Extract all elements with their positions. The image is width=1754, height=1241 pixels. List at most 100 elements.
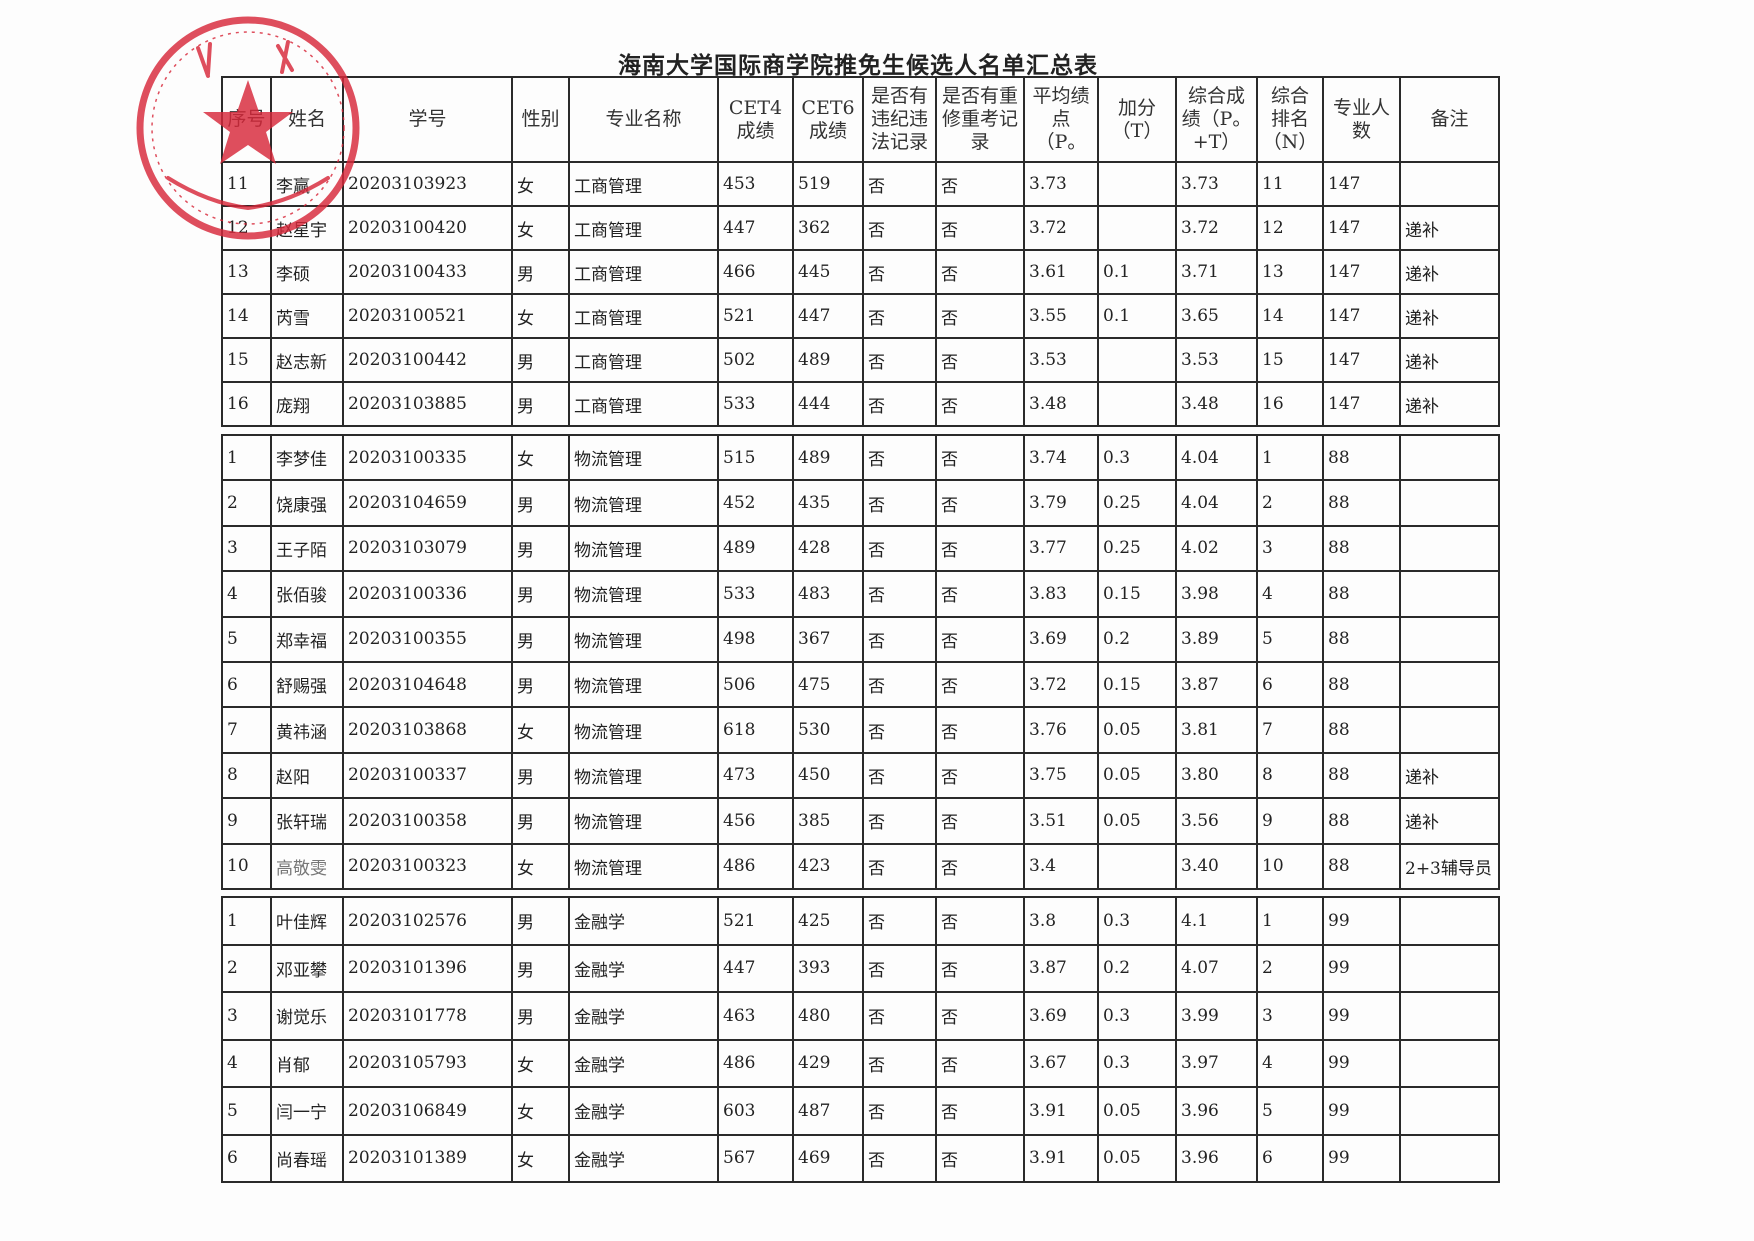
table-cell: 473	[717, 751, 794, 800]
table-cell: 453	[717, 161, 794, 207]
table-cell: 20203100355	[342, 615, 513, 663]
table-cell: 3.69	[1023, 615, 1099, 663]
table-cell: 3.74	[1023, 433, 1099, 482]
table-cell: 0.3	[1097, 991, 1177, 1041]
table-cell: 递补	[1399, 205, 1500, 251]
table-cell: 10	[221, 842, 272, 890]
table-cell: 447	[717, 943, 794, 993]
table-cell: 20203100420	[342, 205, 513, 251]
table-cell: 否	[862, 660, 937, 709]
column-header: 平均绩点（P。	[1023, 76, 1099, 163]
table-cell: 3.76	[1023, 706, 1099, 754]
table-cell: 女	[511, 1038, 570, 1088]
table-cell: 20203100433	[342, 249, 513, 295]
table-cell: 20203103885	[342, 381, 513, 427]
table-cell: 475	[792, 660, 864, 709]
table-cell: 物流管理	[568, 615, 719, 663]
table-row: 15 赵志新 20203100442 男工商管理 502 489 否否 3.53 3.53 15 1…	[221, 337, 1500, 383]
table-cell: 递补	[1399, 381, 1500, 427]
column-header: 是否有重修重考记录	[935, 76, 1025, 163]
table-cell: 3.83	[1023, 570, 1099, 618]
table-cell: 0.3	[1097, 896, 1177, 946]
table-cell: 男	[511, 943, 570, 993]
table-cell	[1399, 524, 1500, 573]
table-cell: 否	[935, 943, 1025, 993]
table-cell: 男	[511, 751, 570, 800]
table-cell: 0.1	[1097, 249, 1177, 295]
table-cell: 8	[1256, 751, 1324, 800]
table-cell: 否	[862, 751, 937, 800]
table-cell: 147	[1322, 205, 1401, 251]
table-row: 12 赵星宇 20203100420 女工商管理 447 362 否否 3.72 3.72 12 1…	[221, 205, 1500, 251]
table-cell	[1399, 433, 1500, 482]
table-cell: 3	[1256, 991, 1324, 1041]
table-cell: 物流管理	[568, 706, 719, 754]
table-cell: 3.4	[1023, 842, 1099, 890]
table-cell: 444	[792, 381, 864, 427]
table-cell: 15	[221, 337, 272, 383]
table-cell: 3.97	[1175, 1038, 1258, 1088]
table-cell: 男	[511, 660, 570, 709]
table-cell: 物流管理	[568, 524, 719, 573]
table-cell: 否	[935, 1133, 1025, 1183]
table-cell: 3.73	[1023, 161, 1099, 207]
table-cell: 否	[862, 433, 937, 482]
table-cell: 13	[221, 249, 272, 295]
table-cell: 20203102576	[342, 896, 513, 946]
column-header: 综合排名（N）	[1256, 76, 1324, 163]
table-cell: 2	[1256, 479, 1324, 527]
table-cell: 88	[1322, 842, 1401, 890]
table-cell: 88	[1322, 660, 1401, 709]
table-cell: 金融学	[568, 943, 719, 993]
table-cell: 533	[717, 381, 794, 427]
table-cell: 否	[935, 337, 1025, 383]
table-cell: 423	[792, 842, 864, 890]
table-cell: 否	[935, 433, 1025, 482]
table-cell: 11	[221, 161, 272, 207]
table-cell: 20203106849	[342, 1086, 513, 1136]
table-cell: 20203100521	[342, 293, 513, 339]
table-cell	[1097, 205, 1177, 251]
table-cell: 高敬雯	[270, 842, 344, 890]
table-cell: 4.1	[1175, 896, 1258, 946]
table-cell: 物流管理	[568, 842, 719, 890]
table-row: 4 肖郁 20203105793 女金融学 486 429 否否 3.67 0.3 3.97 4 99	[221, 1038, 1500, 1088]
table-cell: 463	[717, 991, 794, 1041]
table-cell: 20203103923	[342, 161, 513, 207]
table-cell: 否	[862, 205, 937, 251]
table-cell: 饶康强	[270, 479, 344, 527]
table-cell: 3	[221, 991, 272, 1041]
table-cell: 11	[1256, 161, 1324, 207]
table-cell: 3.72	[1023, 660, 1099, 709]
table-cell: 否	[935, 896, 1025, 946]
table-cell: 99	[1322, 1133, 1401, 1183]
table-cell: 567	[717, 1133, 794, 1183]
column-header: 性别	[511, 76, 570, 163]
table-cell: 14	[1256, 293, 1324, 339]
table-cell: 否	[935, 249, 1025, 295]
table-cell: 否	[862, 1086, 937, 1136]
table-cell: 88	[1322, 570, 1401, 618]
table-cell: 否	[935, 842, 1025, 890]
table-cell	[1399, 1086, 1500, 1136]
table-cell: 486	[717, 842, 794, 890]
table-row: 2 邓亚攀 20203101396 男金融学 447 393 否否 3.87 0.2 4.07 2 9…	[221, 943, 1500, 993]
table-cell: 0.3	[1097, 433, 1177, 482]
table-cell: 1	[221, 896, 272, 946]
table-cell: 赵阳	[270, 751, 344, 800]
table-cell: 13	[1256, 249, 1324, 295]
table-cell: 469	[792, 1133, 864, 1183]
table-row: 5 郑幸福 20203100355 男物流管理 498 367 否否 3.69 0.2 3.89 5…	[221, 615, 1500, 663]
table-cell: 5	[1256, 1086, 1324, 1136]
table-cell: 男	[511, 479, 570, 527]
table-cell: 邓亚攀	[270, 943, 344, 993]
table-cell: 叶佳辉	[270, 896, 344, 946]
table-cell: 99	[1322, 1086, 1401, 1136]
table-cell: 486	[717, 1038, 794, 1088]
table-cell: 3.79	[1023, 479, 1099, 527]
table-cell: 男	[511, 896, 570, 946]
table-cell: 533	[717, 570, 794, 618]
table-cell: 447	[792, 293, 864, 339]
table-cell: 521	[717, 293, 794, 339]
table-row: 16 庞翔 20203103885 男工商管理 533 444 否否 3.48 3.48 16 14…	[221, 381, 1500, 427]
